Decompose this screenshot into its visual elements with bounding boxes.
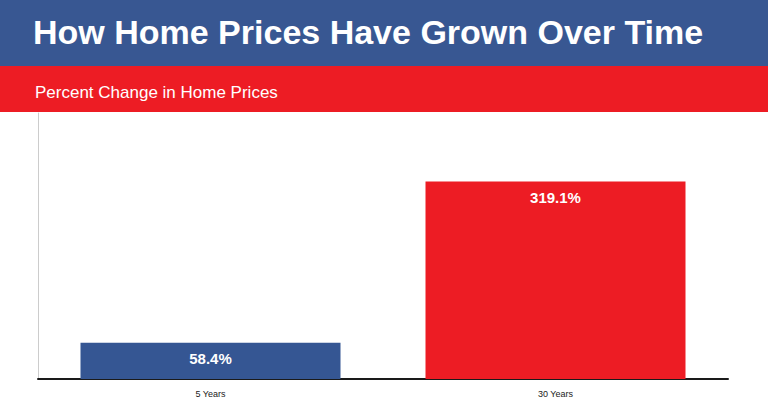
svg-text:5 Years: 5 Years — [195, 389, 226, 399]
svg-text:319.1%: 319.1% — [530, 189, 581, 206]
svg-text:How Home Prices Have Grown Ove: How Home Prices Have Grown Over Time — [33, 13, 703, 51]
svg-text:58.4%: 58.4% — [189, 350, 232, 367]
svg-text:Percent Change in Home Prices: Percent Change in Home Prices — [35, 83, 278, 102]
svg-text:30 Years: 30 Years — [538, 389, 574, 399]
